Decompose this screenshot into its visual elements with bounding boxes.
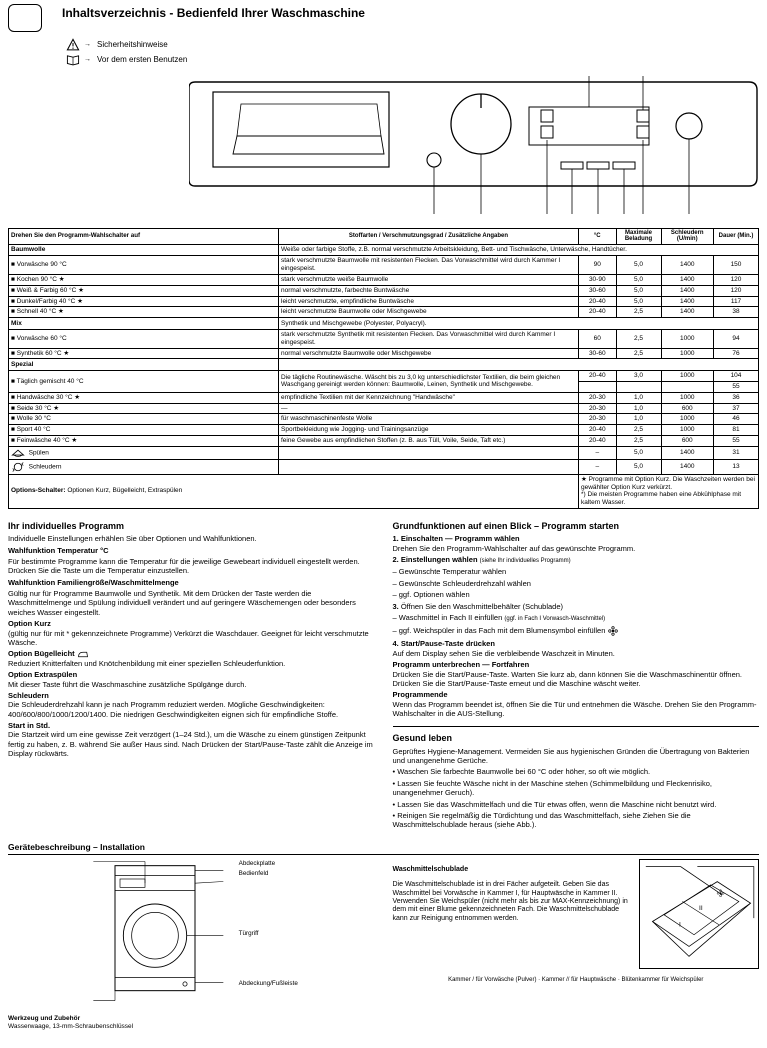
wm-label-3: Türgriff [239, 929, 298, 939]
safety-label: Sicherheitshinweise [97, 40, 168, 50]
header: Inhaltsverzeichnis - Bedienfeld Ihrer Wa… [8, 4, 759, 32]
install-title: Gerätebeschreibung – Installation [8, 842, 759, 855]
table-row: Spülen–5,0140031 [9, 446, 759, 459]
table-row: ■ Kochen 90 °C ★stark verschmutzte weiße… [9, 274, 759, 285]
header-link-before: → Vor dem ersten Benutzen [66, 54, 759, 66]
wm-label-0: Abdeckplatte [239, 859, 298, 869]
spin-icon [11, 461, 25, 473]
table-cat-row: BaumwolleWeiße oder farbige Stoffe, z.B.… [9, 244, 759, 256]
monitor-icon [8, 4, 42, 32]
table-row: ■ Seide 30 °C ★—20-301,060037 [9, 403, 759, 414]
individual-title: Ihr individuelles Programm [8, 521, 375, 532]
table-row: ■ Feinwäsche 40 °C ★feine Gewebe aus emp… [9, 435, 759, 446]
control-panel-diagram [8, 74, 759, 224]
machine-diagram-section: Abdeckplatte Bedienfeld Türgriff Abdecku… [8, 859, 375, 1038]
table-row: ■ Synthetik 60 °C ★normal verschmutzte B… [9, 348, 759, 359]
table-row: ■ Vorwäsche 60 °Cstark verschmutzte Synt… [9, 329, 759, 348]
table-row: ■ Täglich gemischt 40 °CDie tägliche Rou… [9, 371, 759, 382]
table-row: ■ Schnell 40 °C ★leicht verschmutzte Bau… [9, 307, 759, 318]
warning-triangle-icon [66, 38, 80, 52]
flower-icon [607, 625, 619, 637]
table-row: ■ Handwäsche 30 °C ★empfindliche Textili… [9, 392, 759, 403]
program-table: Drehen Sie den Programm-Wahlschalter auf… [8, 228, 759, 509]
basics-title: Grundfunktionen auf einen Blick – Progra… [393, 521, 760, 532]
table-row: ■ Dunkel/Farbig 40 °C ★leicht verschmutz… [9, 296, 759, 307]
header-link-safety: → Sicherheitshinweise [66, 38, 759, 52]
table-cat-row: MixSynthetik und Mischgewebe (Polyester,… [9, 318, 759, 330]
svg-text:I: I [679, 921, 681, 928]
table-row: ■ Sport 40 °CSportbekleidung wie Jogging… [9, 425, 759, 436]
detergent-drawer-section: II I Waschmittelschublade Die Waschmitte… [393, 859, 760, 1038]
iron-icon [77, 650, 89, 659]
drawer-footnote: Kammer / für Vorwäsche (Pulver) · Kammer… [393, 977, 760, 984]
wm-label-4: Abdeckung/Fußleiste [239, 979, 298, 989]
before-label: Vor dem ersten Benutzen [97, 55, 187, 65]
detergent-drawer-figure: II I [639, 859, 759, 969]
svg-text:II: II [699, 905, 703, 912]
page-title: Inhaltsverzeichnis - Bedienfeld Ihrer Wa… [62, 4, 365, 20]
rinse-icon [11, 448, 25, 458]
book-icon [66, 54, 80, 66]
wm-label-1: Bedienfeld [239, 869, 298, 879]
table-row: Schleudern–5,0140013 [9, 459, 759, 474]
table-legend-row: Options-Schalter: Optionen Kurz, Bügelle… [9, 474, 759, 508]
health-title: Gesund leben [393, 733, 760, 744]
individual-program-section: Ihr individuelles Programm Individuelle … [8, 515, 375, 832]
table-row: ■ Weiß & Farbig 60 °C ★normal verschmutz… [9, 285, 759, 296]
table-row: ■ Wolle 30 °Cfür waschmaschinenfeste Wol… [9, 414, 759, 425]
table-row: ■ Vorwäsche 90 °Cstark verschmutzte Baum… [9, 256, 759, 275]
basics-section: Grundfunktionen auf einen Blick – Progra… [393, 515, 760, 832]
table-cat-row: Spezial [9, 359, 759, 371]
washing-machine-icon [85, 859, 235, 1009]
